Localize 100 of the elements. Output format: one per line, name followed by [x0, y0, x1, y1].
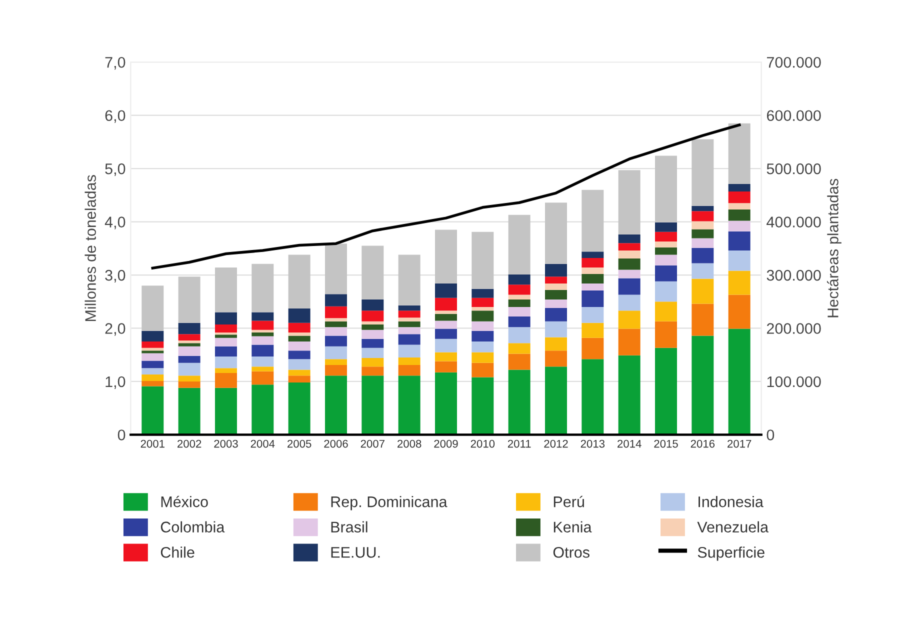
bar — [434, 298, 457, 311]
bar — [655, 348, 678, 435]
x-tick-label: 2014 — [618, 440, 642, 448]
bar — [324, 346, 347, 360]
bar — [434, 338, 457, 352]
bar — [618, 243, 640, 251]
bar — [142, 348, 164, 351]
x-tick-label: 2008 — [398, 440, 422, 448]
bar — [252, 366, 274, 372]
bar — [324, 321, 347, 328]
bar — [472, 310, 494, 322]
bar — [655, 265, 678, 282]
bar — [214, 388, 237, 435]
bar — [545, 337, 567, 351]
bar — [214, 324, 237, 332]
y-tick-label: 2,0 — [105, 323, 126, 336]
bar — [288, 382, 310, 435]
y-tick-label: 3,0 — [105, 270, 126, 283]
bar — [362, 376, 384, 435]
bar — [582, 190, 604, 252]
bar — [472, 342, 494, 352]
bar — [508, 370, 530, 435]
bar — [324, 318, 347, 322]
bar — [178, 276, 200, 323]
bar — [434, 284, 457, 298]
bar — [142, 386, 164, 435]
bar — [288, 308, 310, 323]
bar — [582, 359, 604, 435]
y2-axis-title: Hectáreas plantadas — [826, 178, 842, 318]
bar — [324, 359, 347, 365]
bar — [508, 343, 530, 354]
bar — [728, 203, 750, 210]
bar — [434, 230, 457, 284]
bar — [252, 312, 274, 321]
bar — [398, 310, 420, 318]
x-tick-label: 2016 — [690, 440, 715, 448]
bar — [398, 334, 420, 345]
bar — [655, 232, 678, 242]
bar — [324, 306, 347, 318]
x-tick-label: 2010 — [470, 440, 495, 448]
bar — [252, 344, 274, 356]
bar — [252, 330, 274, 332]
legend-label: Superficie — [698, 546, 764, 561]
bar — [362, 348, 384, 358]
y-axis-title: Millones de toneladas — [84, 175, 96, 322]
bar — [434, 352, 457, 362]
bar — [728, 191, 750, 204]
y2-tick-label: 0 — [766, 430, 774, 440]
bar — [692, 304, 714, 336]
x-tick-label: 2011 — [508, 440, 531, 448]
x-tick-label: 2005 — [288, 440, 312, 448]
y-tick-label: 1,0 — [106, 376, 126, 389]
bar — [692, 206, 714, 212]
bar — [582, 252, 604, 258]
x-tick-label: 2002 — [178, 440, 202, 448]
bar — [178, 381, 200, 388]
bar — [398, 305, 420, 311]
bar — [655, 281, 678, 302]
bar — [728, 123, 750, 184]
bar — [692, 278, 714, 304]
line-series — [151, 124, 741, 270]
bar — [288, 336, 310, 342]
bar — [142, 330, 164, 342]
bar — [362, 366, 384, 376]
legend-label: Rep. Dominicana — [331, 496, 448, 510]
bar — [582, 338, 604, 360]
bar — [252, 384, 274, 435]
y-tick-label: 7,0 — [105, 56, 126, 70]
bar — [692, 229, 714, 238]
bar — [545, 308, 567, 322]
bar — [398, 321, 420, 328]
x-tick-label: 2007 — [360, 440, 384, 448]
bar — [178, 334, 200, 340]
bar — [434, 328, 457, 339]
bar — [582, 322, 604, 338]
bar — [252, 371, 274, 385]
bar — [214, 372, 237, 388]
bar — [362, 310, 384, 322]
y2-tick-label: 100.000 — [767, 376, 821, 388]
bar — [618, 328, 640, 356]
bar — [618, 250, 640, 259]
y-tick-label: 0 — [118, 430, 126, 440]
bar — [142, 374, 164, 381]
bar — [362, 300, 384, 311]
bar — [178, 388, 200, 435]
y2-tick-label: 300.000 — [766, 270, 821, 281]
bar — [545, 350, 567, 367]
bar — [178, 346, 200, 356]
bar — [362, 358, 384, 367]
x-tick-label: 2013 — [580, 440, 605, 448]
bar — [655, 321, 678, 348]
bar — [655, 156, 678, 222]
bar — [434, 310, 457, 314]
bar — [398, 376, 420, 435]
bar — [545, 284, 567, 290]
legend-label: Venezuela — [697, 521, 769, 532]
bar — [728, 184, 750, 192]
bar — [582, 290, 604, 307]
bar — [582, 268, 604, 274]
bar — [324, 294, 347, 306]
